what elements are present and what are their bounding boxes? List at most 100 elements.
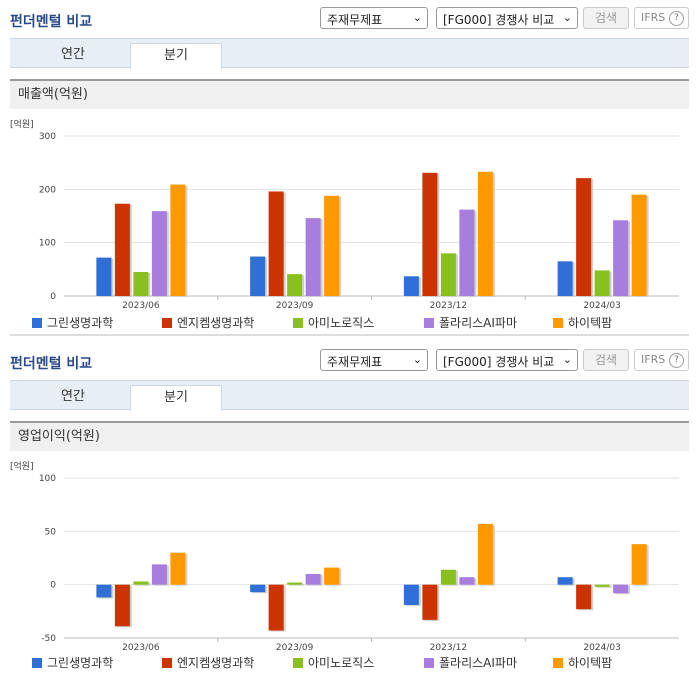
statement-select[interactable]: 주재무제표 ⌄ (320, 7, 428, 29)
bar (268, 191, 284, 296)
help-icon[interactable]: ? (669, 11, 684, 26)
legend-item[interactable]: 그린생명과학 (32, 314, 113, 331)
y-tick-label: 50 (45, 527, 57, 537)
fundamental-panel-operating-income: 펀더멘털 비교 주재무제표 ⌄ [FG000] 경쟁사 비교 ⌄ 검색 IFRS… (0, 342, 696, 684)
divider (10, 334, 689, 336)
legend-label: 하이텍팜 (568, 316, 613, 330)
bar (114, 203, 130, 296)
ifrs-button[interactable]: IFRS ? (634, 7, 689, 29)
legend-swatch (553, 658, 563, 668)
bar (403, 276, 419, 296)
statement-select-value: 주재무제표 (327, 355, 383, 369)
panel-title: 펀더멘털 비교 (10, 356, 93, 372)
bar (477, 171, 493, 296)
peer-group-select[interactable]: [FG000] 경쟁사 비교 ⌄ (436, 349, 578, 371)
bar (151, 211, 167, 296)
bar (403, 584, 419, 605)
bar (305, 574, 321, 585)
help-icon[interactable]: ? (669, 353, 684, 368)
bar (440, 253, 456, 296)
statement-select-value: 주재무제표 (327, 13, 383, 27)
ifrs-label: IFRS (641, 11, 666, 24)
bar (96, 257, 112, 296)
y-tick-label: 0 (50, 581, 56, 591)
chevron-down-icon: ⌄ (562, 353, 572, 366)
revenue-bar-chart: 0 100 200 300 2023/06 2023/09 2023/12 2024/03 (39, 132, 679, 310)
chevron-down-icon: ⌄ (412, 11, 422, 24)
bar (613, 220, 629, 296)
legend-label: 엔지켐생명과학 (177, 656, 255, 670)
bar (557, 577, 573, 585)
statement-select[interactable]: 주재무제표 ⌄ (320, 349, 428, 371)
bar (477, 523, 493, 585)
legend-item[interactable]: 폴라리스AI파마 (424, 314, 517, 331)
x-tick-label: 2024/03 (583, 643, 620, 652)
tab-annual[interactable]: 연간 (61, 389, 85, 404)
bar (576, 584, 592, 610)
bar (287, 274, 303, 296)
bar (96, 584, 112, 598)
bar (576, 178, 592, 296)
ifrs-button[interactable]: IFRS ? (634, 349, 689, 371)
operating-income-bar-chart: -50 0 50 100 2023/06 2023/09 2023/12 2024/03 (39, 474, 679, 652)
bar (631, 544, 647, 585)
period-tabs: 연간 분기 (10, 38, 689, 69)
bar (250, 256, 266, 296)
x-tick-label: 2023/12 (430, 301, 467, 310)
chevron-down-icon: ⌄ (562, 11, 572, 24)
unit-label: [억원] (10, 462, 34, 472)
ifrs-label: IFRS (641, 353, 666, 366)
legend-label: 그린생명과학 (47, 656, 114, 670)
tab-quarter[interactable]: 분기 (130, 385, 222, 411)
tab-quarter[interactable]: 분기 (130, 43, 222, 69)
legend-swatch (32, 658, 42, 668)
fundamental-panel-revenue: 펀더멘털 비교 주재무제표 ⌄ [FG000] 경쟁사 비교 ⌄ 검색 IFRS… (0, 0, 696, 340)
legend-swatch (293, 318, 303, 328)
legend-swatch (293, 658, 303, 668)
unit-label: [억원] (10, 120, 34, 130)
legend-item[interactable]: 엔지켐생명과학 (162, 314, 254, 331)
legend-item[interactable]: 아미노로직스 (293, 654, 374, 671)
y-tick-label: 100 (39, 239, 56, 249)
bar (287, 582, 303, 585)
tab-annual[interactable]: 연간 (61, 47, 85, 62)
x-tick-label: 2023/06 (122, 301, 160, 310)
bar (133, 272, 149, 296)
chart-legend: 그린생명과학 엔지켐생명과학 아미노로직스 폴라리스AI파마 하이텍팜 (0, 312, 696, 330)
legend-swatch (424, 318, 434, 328)
legend-label: 아미노로직스 (308, 656, 375, 670)
panel-header: 펀더멘털 비교 주재무제표 ⌄ [FG000] 경쟁사 비교 ⌄ 검색 IFRS… (0, 342, 696, 378)
bar (594, 270, 610, 296)
bar (613, 584, 629, 594)
search-button[interactable]: 검색 (583, 7, 629, 29)
bar (459, 577, 475, 585)
bar (631, 194, 647, 296)
legend-swatch (553, 318, 563, 328)
legend-swatch (424, 658, 434, 668)
legend-item[interactable]: 그린생명과학 (32, 654, 113, 671)
bar (305, 218, 321, 296)
legend-label: 그린생명과학 (47, 316, 114, 330)
x-tick-label: 2023/06 (122, 643, 160, 652)
legend-label: 하이텍팜 (568, 656, 613, 670)
bar (170, 184, 186, 296)
legend-item[interactable]: 폴라리스AI파마 (424, 654, 517, 671)
metric-label: 영업이익(억원) (10, 421, 689, 451)
search-button[interactable]: 검색 (583, 349, 629, 371)
bar (151, 564, 167, 585)
legend-item[interactable]: 하이텍팜 (553, 654, 612, 671)
bar (250, 584, 266, 593)
legend-label: 아미노로직스 (308, 316, 375, 330)
x-tick-label: 2023/12 (430, 643, 467, 652)
bar (170, 552, 186, 585)
legend-item[interactable]: 하이텍팜 (553, 314, 612, 331)
x-tick-label: 2024/03 (583, 301, 620, 310)
y-tick-label: 300 (39, 132, 56, 142)
bar (422, 584, 438, 620)
x-tick-label: 2023/09 (276, 643, 314, 652)
legend-item[interactable]: 엔지켐생명과학 (162, 654, 254, 671)
peer-group-select[interactable]: [FG000] 경쟁사 비교 ⌄ (436, 7, 578, 29)
bar (324, 567, 340, 585)
legend-item[interactable]: 아미노로직스 (293, 314, 374, 331)
bar (594, 584, 610, 587)
